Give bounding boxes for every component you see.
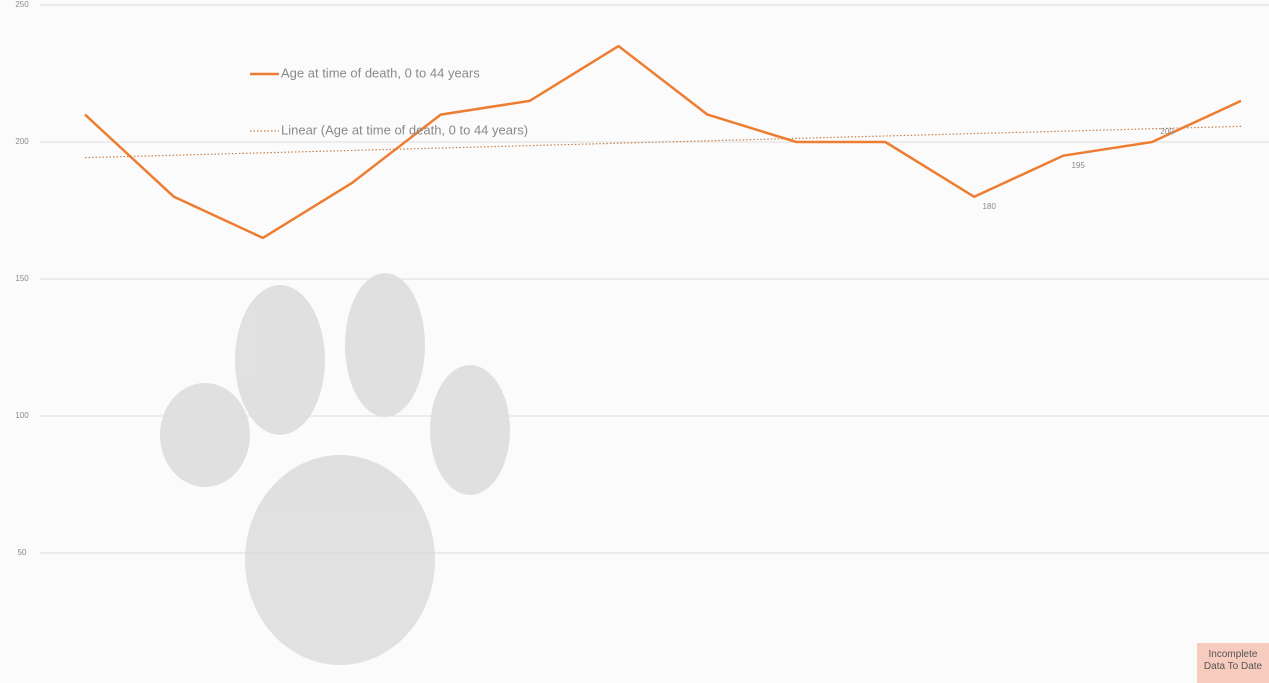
annotation: Incomplete Data To Date (1197, 643, 1269, 683)
data-label: 200 (1160, 127, 1174, 136)
trendline (84, 125, 1242, 159)
y-tick-label: 200 (15, 137, 29, 146)
legend-label: Linear (Age at time of death, 0 to 44 ye… (281, 122, 528, 137)
paw-sketch (160, 273, 510, 665)
data-label: 195 (1071, 161, 1085, 170)
y-tick-label: 150 (15, 274, 29, 283)
y-tick-label: 50 (18, 548, 27, 557)
legend-label: Age at time of death, 0 to 44 years (281, 65, 480, 80)
data-label: 180 (983, 202, 997, 211)
data-line (84, 44, 1242, 240)
y-tick-label: 100 (15, 411, 29, 420)
y-tick-label: 250 (15, 0, 29, 9)
